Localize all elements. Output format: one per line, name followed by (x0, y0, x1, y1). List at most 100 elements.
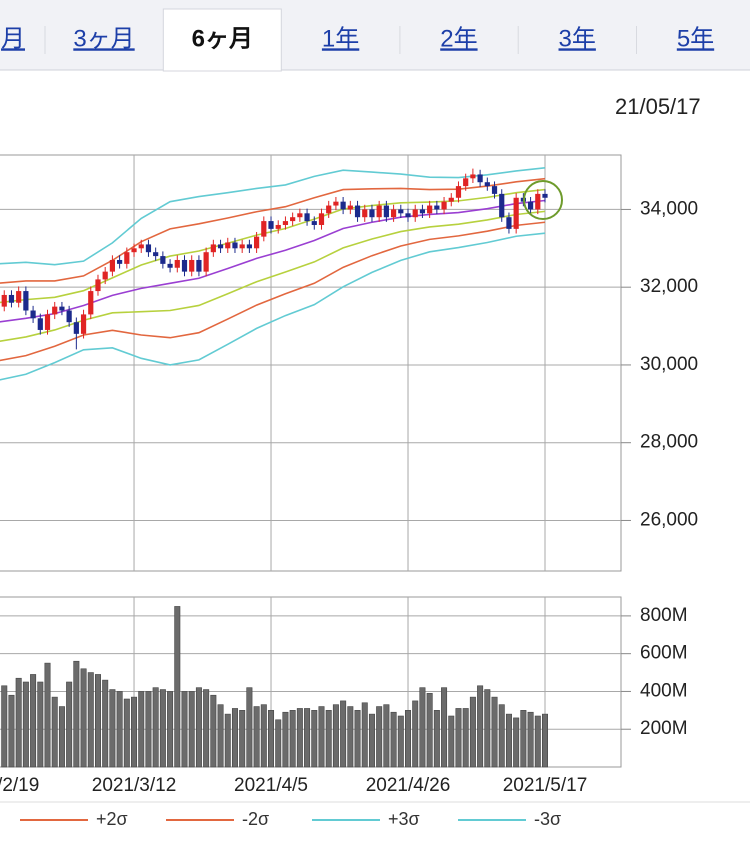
volume-bar (51, 696, 58, 768)
candle-body (354, 205, 361, 218)
tab[interactable]: 5年 (677, 25, 714, 52)
candle-body (124, 252, 130, 264)
y-tick-label: 34,000 (640, 198, 698, 219)
candle-body (246, 244, 252, 249)
volume-bar (30, 674, 37, 768)
tab[interactable]: 月 (1, 25, 25, 52)
candle-body (254, 236, 260, 249)
volume-bar (304, 708, 311, 768)
candle-body (88, 291, 94, 315)
volume-bar (534, 715, 541, 768)
candle-body (506, 217, 512, 229)
y-tick-label: 200M (640, 718, 688, 739)
candle-body (455, 186, 462, 198)
band-line (0, 167, 546, 266)
band-line (0, 232, 546, 381)
legend-label: +3σ (388, 809, 420, 829)
volume-bar (152, 687, 159, 768)
volume-bar (340, 700, 347, 768)
y-tick-label: 400M (640, 680, 688, 701)
candle-body (189, 259, 195, 272)
candle-body (196, 259, 202, 272)
candle-body (203, 252, 209, 272)
volume-bar (383, 704, 390, 768)
candle-body (160, 256, 166, 264)
volume-bar (541, 713, 548, 768)
volume-bar (405, 710, 412, 768)
candle-body (527, 201, 534, 210)
candle-body (290, 217, 296, 222)
volume-bar (282, 711, 289, 768)
x-tick-label: 2021/4/5 (234, 775, 308, 796)
volume-bar (37, 681, 44, 768)
volume-bar (469, 696, 476, 768)
volume-bar (188, 691, 195, 768)
candle-body (405, 213, 411, 218)
candle-body (470, 174, 476, 179)
volume-bar (441, 687, 448, 768)
candle-body (239, 244, 245, 249)
candle-body (225, 242, 231, 249)
volume-bar (224, 713, 231, 768)
candle-body (333, 201, 339, 206)
tab[interactable]: 2年 (440, 25, 477, 52)
volume-bar (368, 713, 375, 768)
volume-bar (505, 713, 512, 768)
volume-bar (477, 685, 484, 768)
volume-bar (87, 672, 94, 768)
volume-bar (8, 694, 15, 768)
candle-body (131, 248, 137, 253)
candle-body (419, 209, 426, 214)
plot-frame (0, 154, 622, 572)
candle-body (477, 174, 483, 183)
active-tab (162, 8, 282, 72)
volume-bar (354, 710, 361, 768)
tab[interactable]: 1年 (322, 25, 359, 52)
legend-label: +2σ (96, 809, 128, 829)
x-tick-label: 2021/3/12 (92, 775, 177, 796)
candle-body (340, 201, 346, 210)
candle-body (376, 205, 382, 218)
volume-bar (15, 677, 22, 768)
volume-bar (138, 691, 145, 768)
candle-body (174, 259, 180, 268)
volume-bar (289, 710, 296, 768)
volume-bar (102, 679, 109, 768)
volume-bar (462, 708, 469, 768)
tabs: 月 3ヶ月 6ヶ月 1年 2年 3年 5年 (1, 8, 714, 72)
candle-body (59, 306, 65, 311)
candle-body (109, 259, 115, 272)
candle-body (362, 209, 368, 218)
candle-body (434, 205, 440, 210)
candle-body (311, 221, 317, 225)
volume-bar (44, 662, 51, 768)
y-tick-label: 26,000 (640, 509, 698, 530)
tab-bar (0, 0, 750, 70)
tab[interactable]: 3年 (559, 25, 596, 52)
volume-bar (412, 700, 419, 768)
candle-body (66, 310, 72, 323)
candle-body (383, 205, 389, 218)
candle-body (513, 197, 519, 229)
candle-body (153, 252, 159, 257)
candle-body (297, 213, 303, 218)
band-line (0, 221, 546, 362)
tab[interactable]: 3ヶ月 (73, 25, 134, 52)
volume-bar (181, 691, 188, 768)
volume-bar (455, 708, 462, 768)
candle-body (102, 271, 108, 280)
volume-bar (174, 606, 181, 768)
candle-body (210, 244, 216, 253)
volume-bar (131, 696, 138, 768)
candle-body (16, 291, 22, 303)
volume-bar (390, 711, 397, 768)
tab[interactable]: 6ヶ月 (192, 25, 253, 52)
volume-bar (426, 693, 433, 768)
candle-body (535, 193, 541, 210)
x-tick-label: 2021/5/17 (503, 775, 588, 796)
candle-body (261, 221, 267, 237)
volume-bar (498, 704, 505, 768)
y-tick-label: 32,000 (640, 276, 698, 297)
volume-bar (116, 691, 123, 768)
